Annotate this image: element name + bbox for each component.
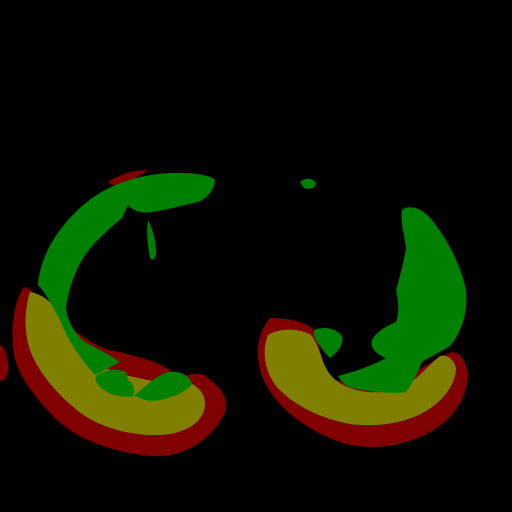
left-structure — [0, 170, 227, 457]
right-inner-speck — [300, 178, 316, 189]
left-outer-speck — [0, 345, 9, 381]
right-structure — [257, 178, 468, 447]
left-inner-lobe — [95, 369, 192, 401]
right-middle-band — [264, 329, 456, 426]
right-inner-region — [338, 207, 467, 393]
left-inner-spur — [147, 220, 156, 260]
left-inner-region — [38, 172, 215, 375]
left-outer-cap — [108, 170, 148, 188]
right-inner-notch — [314, 328, 343, 358]
